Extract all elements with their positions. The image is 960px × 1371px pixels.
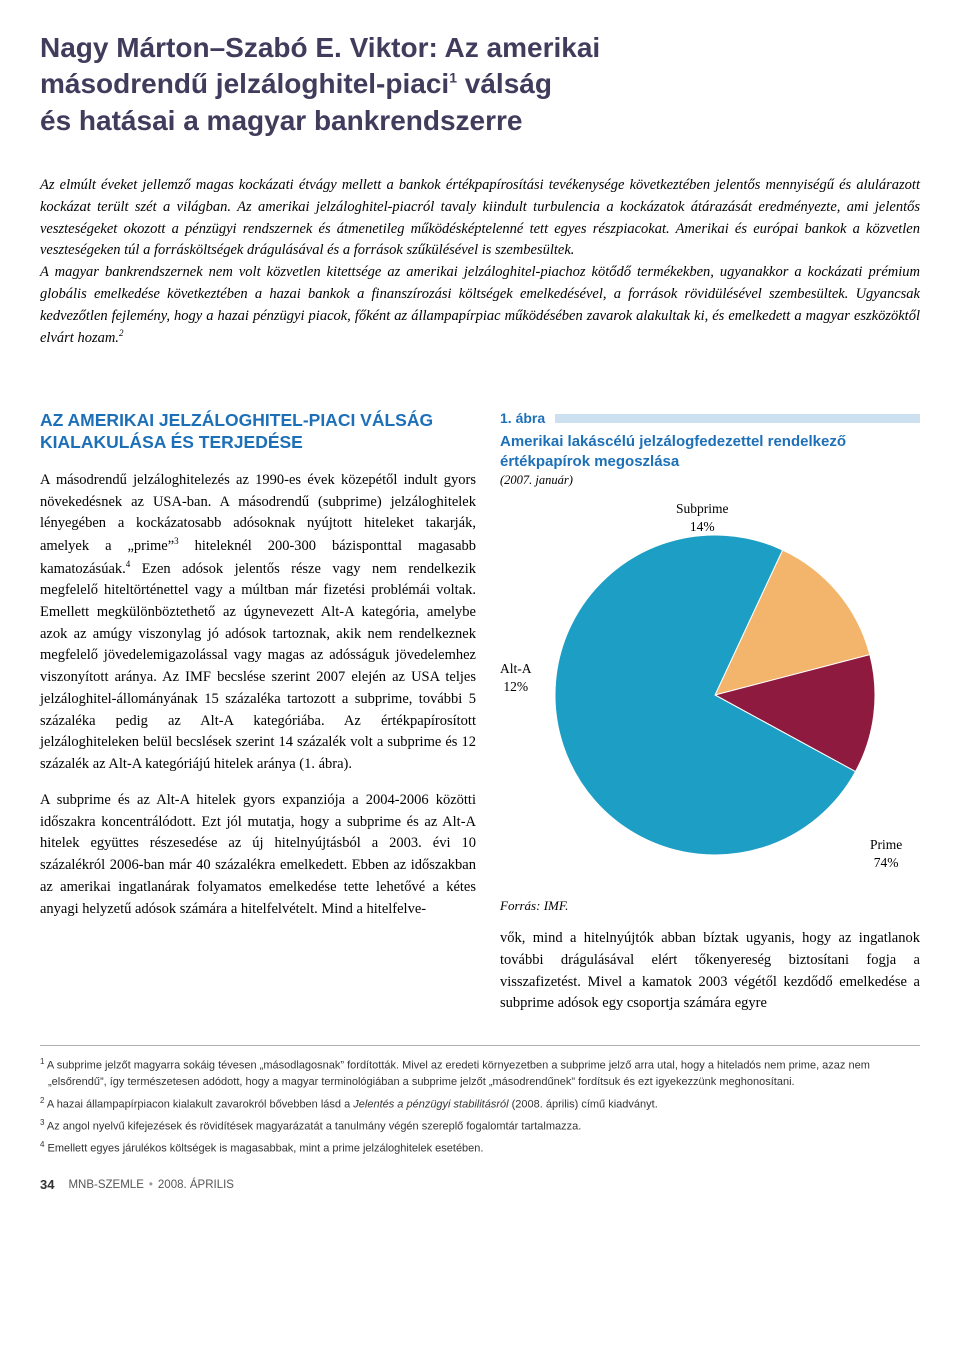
title-line-4: és hatásai a magyar bankrendszerre xyxy=(40,105,522,136)
pie-chart xyxy=(500,500,920,880)
right-column: 1. ábra Amerikai lakáscélú jelzálogfedez… xyxy=(500,410,920,1015)
publication-date: 2008. ÁPRILIS xyxy=(158,1179,234,1191)
footnote-3: 3 Az angol nyelvű kifejezések és rövidít… xyxy=(40,1117,920,1135)
separator-dot: • xyxy=(149,1179,153,1191)
figure-header: 1. ábra xyxy=(500,410,920,426)
page-number: 34 xyxy=(40,1177,54,1192)
title-footnote-ref: 1 xyxy=(449,70,457,86)
title-line-2: másodrendű jelzáloghitel-piaci xyxy=(40,68,449,99)
abstract-p1: Az elmúlt éveket jellemző magas kockázat… xyxy=(40,177,920,258)
publication-name: MNB-SZEMLE xyxy=(68,1179,143,1191)
pie-label-alta: Alt-A12% xyxy=(500,660,532,695)
body-text-right: vők, mind a hitelnyújtók abban bíztak ug… xyxy=(500,928,920,1015)
footnote-1: 1 A subprime jelzőt magyarra sokáig téve… xyxy=(40,1056,920,1091)
footnotes: 1 A subprime jelzőt magyarra sokáig téve… xyxy=(40,1045,920,1157)
pie-chart-container: Subprime14% Alt-A12% Prime74% xyxy=(500,500,920,890)
figure-number: 1. ábra xyxy=(500,410,545,426)
article-title: Nagy Márton–Szabó E. Viktor: Az amerikai… xyxy=(40,30,920,139)
two-column-layout: AZ AMERIKAI JELZÁLOGHITEL-PIACI VÁLSÁG K… xyxy=(40,410,920,1015)
pie-label-prime: Prime74% xyxy=(870,836,902,871)
abstract: Az elmúlt éveket jellemző magas kockázat… xyxy=(40,175,920,350)
figure-title: Amerikai lakáscélú jelzálogfedezettel re… xyxy=(500,432,920,471)
pie-label-subprime: Subprime14% xyxy=(676,500,729,535)
body-paragraph-1: A másodrendű jelzáloghitelezés az 1990-e… xyxy=(40,470,476,776)
body-text-left: A másodrendű jelzáloghitelezés az 1990-e… xyxy=(40,470,476,921)
body-paragraph-2: A subprime és az Alt-A hitelek gyors exp… xyxy=(40,790,476,921)
footnote-4: 4 Emellett egyes járulékos költségek is … xyxy=(40,1139,920,1157)
section-heading: AZ AMERIKAI JELZÁLOGHITEL-PIACI VÁLSÁG K… xyxy=(40,410,476,454)
left-column: AZ AMERIKAI JELZÁLOGHITEL-PIACI VÁLSÁG K… xyxy=(40,410,476,1015)
figure-bar-decoration xyxy=(555,414,920,423)
abstract-footnote-ref: 2 xyxy=(119,328,124,338)
title-line-1: Nagy Márton–Szabó E. Viktor: Az amerikai xyxy=(40,32,600,63)
figure-subtitle: (2007. január) xyxy=(500,473,920,488)
footnote-2: 2 A hazai állampapírpiacon kialakult zav… xyxy=(40,1095,920,1113)
body-paragraph-right: vők, mind a hitelnyújtók abban bíztak ug… xyxy=(500,928,920,1015)
title-line-3: válság xyxy=(457,68,552,99)
figure-source: Forrás: IMF. xyxy=(500,898,920,914)
abstract-p2: A magyar bankrendszernek nem volt közvet… xyxy=(40,264,920,346)
page-footer: 34 MNB-SZEMLE • 2008. ÁPRILIS xyxy=(40,1177,920,1192)
